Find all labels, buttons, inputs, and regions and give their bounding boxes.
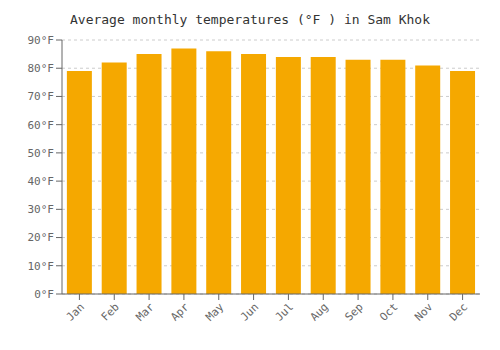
svg-text:40°F: 40°F bbox=[28, 175, 55, 188]
svg-text:Jul: Jul bbox=[273, 300, 296, 323]
svg-text:Apr: Apr bbox=[168, 300, 192, 324]
svg-text:Dec: Dec bbox=[447, 300, 470, 323]
svg-text:Jun: Jun bbox=[238, 300, 261, 323]
svg-text:70°F: 70°F bbox=[28, 90, 55, 103]
svg-text:60°F: 60°F bbox=[28, 119, 55, 132]
svg-text:Jan: Jan bbox=[64, 300, 87, 323]
svg-text:10°F: 10°F bbox=[28, 260, 55, 273]
svg-text:50°F: 50°F bbox=[28, 147, 55, 160]
svg-text:30°F: 30°F bbox=[28, 203, 55, 216]
svg-text:Sep: Sep bbox=[342, 300, 365, 323]
svg-text:Feb: Feb bbox=[99, 300, 122, 323]
svg-text:Mar: Mar bbox=[133, 300, 157, 324]
svg-text:Aug: Aug bbox=[308, 300, 331, 323]
svg-text:90°F: 90°F bbox=[28, 34, 55, 47]
svg-text:20°F: 20°F bbox=[28, 231, 55, 244]
svg-text:May: May bbox=[203, 300, 227, 324]
svg-text:Oct: Oct bbox=[377, 300, 400, 323]
svg-text:0°F: 0°F bbox=[34, 288, 54, 301]
svg-text:Nov: Nov bbox=[412, 300, 436, 324]
svg-text:80°F: 80°F bbox=[28, 62, 55, 75]
html-text:Average monthly temperatures (: Average monthly temperatures (°F ) in Sa… bbox=[70, 12, 430, 27]
